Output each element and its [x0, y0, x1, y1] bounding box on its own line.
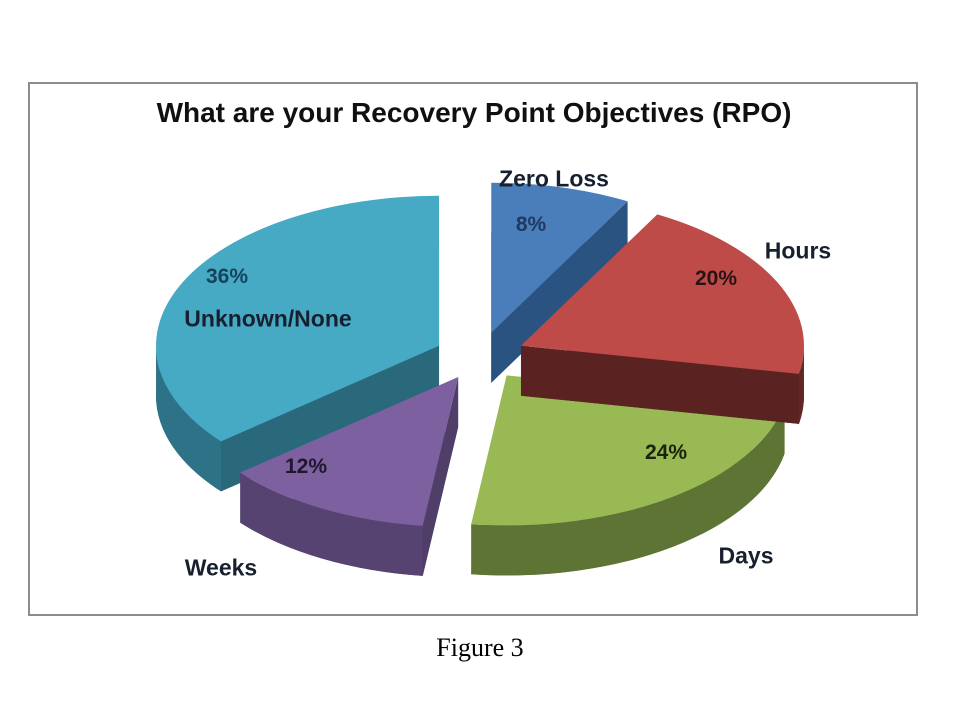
chart-title: What are your Recovery Point Objectives … — [156, 97, 792, 128]
hours-rim — [798, 345, 804, 424]
slice-label-weeks: Weeks — [184, 554, 258, 581]
unknown-none-rim — [156, 345, 221, 492]
pie-slice-unknown-none — [156, 195, 440, 492]
slice-pct-zero-loss: 8% — [515, 213, 547, 236]
slice-pct-hours: 20% — [694, 267, 738, 290]
unknown-none-wall-start — [220, 345, 440, 492]
slice-label-unknown-none: Unknown/None — [184, 305, 352, 332]
slice-pct-days: 24% — [644, 441, 688, 464]
weeks-wall-start — [422, 377, 459, 576]
unknown-none-top — [156, 195, 440, 442]
hours-wall-end — [520, 345, 799, 424]
zero-loss-wall-end — [491, 201, 628, 383]
slice-pct-weeks: 12% — [284, 455, 328, 478]
figure-caption: Figure 3 — [436, 633, 524, 662]
zero-loss-top — [491, 182, 628, 333]
weeks-rim — [240, 472, 423, 576]
slice-label-hours: Hours — [764, 237, 832, 264]
hours-top — [520, 214, 804, 374]
pie-slice-weeks — [240, 377, 459, 576]
weeks-top — [240, 377, 459, 526]
slice-pct-unknown-none: 36% — [205, 265, 249, 288]
slice-label-days: Days — [718, 542, 774, 569]
days-rim — [471, 403, 785, 576]
slice-label-zero-loss: Zero Loss — [499, 165, 609, 192]
pie-slice-hours — [520, 214, 804, 424]
